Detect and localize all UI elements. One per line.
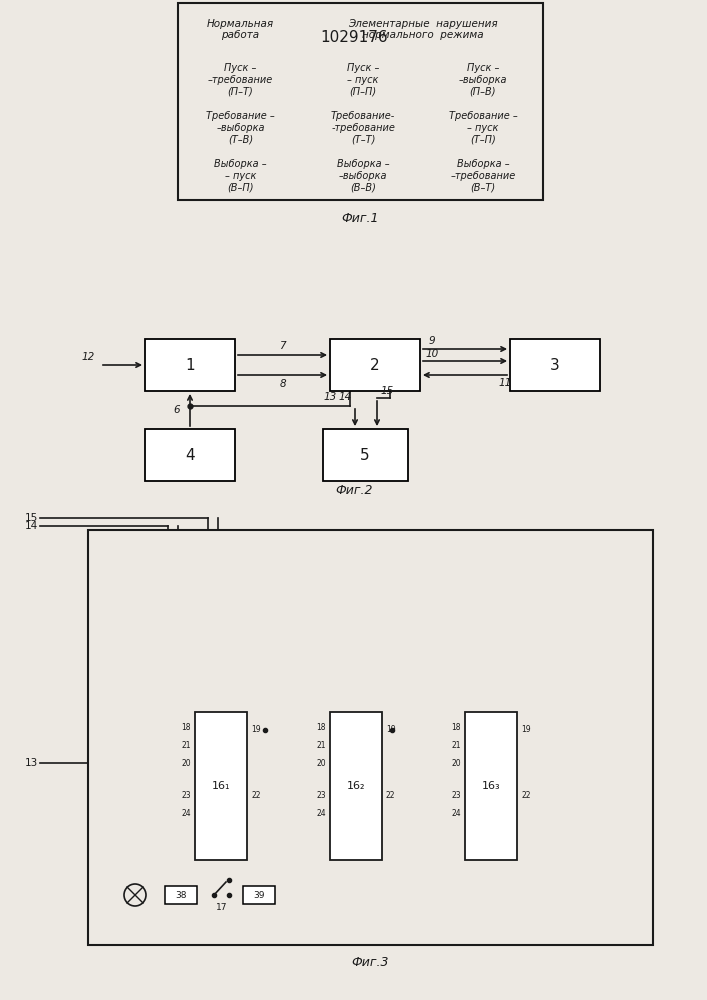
Bar [510,339,600,391]
Text: 10: 10 [426,349,438,359]
Text: Выборка –
–требование
(В–Т): Выборка – –требование (В–Т) [450,159,515,193]
Text: Выборка –
– пуск
(В–П): Выборка – – пуск (В–П) [214,159,267,193]
Bar [145,339,235,391]
Text: 9: 9 [428,336,436,346]
Text: 12: 12 [82,352,95,362]
Text: 21: 21 [182,740,191,750]
Text: 23: 23 [182,790,191,800]
Bar [178,3,543,200]
Text: Пуск –
–выборка
(П–В): Пуск – –выборка (П–В) [459,63,507,97]
Text: 18: 18 [452,722,461,732]
Text: 1: 1 [185,358,195,372]
Bar [322,429,407,481]
Text: 21: 21 [317,740,326,750]
Text: Требование –
–выборка
(Т–В): Требование – –выборка (Т–В) [206,111,275,145]
Text: 6: 6 [173,405,180,415]
Text: 3: 3 [550,358,560,372]
Text: 38: 38 [175,890,187,900]
Text: 14: 14 [339,392,352,402]
Text: Фиг.3: Фиг.3 [352,956,390,970]
Text: 7: 7 [279,341,286,351]
Text: 19: 19 [251,726,261,734]
Bar [145,429,235,481]
Bar [88,530,653,945]
Text: 15: 15 [25,513,38,523]
Text: 8: 8 [279,379,286,389]
Text: Элементарные  нарушения
нормального  режима: Элементарные нарушения нормального режим… [348,19,498,40]
Text: 17: 17 [216,902,228,912]
Text: 22: 22 [251,790,260,800]
Text: Фиг.1: Фиг.1 [341,212,379,225]
Text: 16₃: 16₃ [481,781,501,791]
Text: 20: 20 [451,758,461,768]
Text: Пуск –
– пуск
(П–П): Пуск – – пуск (П–П) [347,63,379,97]
Text: 13: 13 [323,392,337,402]
Text: 24: 24 [451,808,461,818]
Text: 2: 2 [370,358,380,372]
Text: 20: 20 [182,758,191,768]
Text: 18: 18 [182,722,191,732]
Text: Выборка –
–выборка
(В–В): Выборка – –выборка (В–В) [337,159,390,193]
Bar [243,886,275,904]
Text: 16₁: 16₁ [212,781,230,791]
Text: 16₂: 16₂ [346,781,366,791]
Text: Нормальная
работа: Нормальная работа [207,19,274,40]
Text: 39: 39 [253,890,264,900]
Text: Фиг.2: Фиг.2 [335,484,373,496]
Text: Требование-
-требование
(Т–Т): Требование- -требование (Т–Т) [331,111,395,145]
Text: 20: 20 [316,758,326,768]
Text: 1029176: 1029176 [320,29,388,44]
Text: 22: 22 [521,790,530,800]
Text: 23: 23 [316,790,326,800]
Text: 5: 5 [360,448,370,462]
Bar [330,712,382,860]
Text: 14: 14 [25,521,38,531]
Text: 18: 18 [317,722,326,732]
Text: 4: 4 [185,448,195,462]
Bar [195,712,247,860]
Text: 21: 21 [452,740,461,750]
Text: 13: 13 [25,758,38,768]
Bar [165,886,197,904]
Text: 22: 22 [386,790,395,800]
Text: 19: 19 [386,726,396,734]
Text: 15: 15 [380,386,394,396]
Text: Пуск –
–требование
(П–Т): Пуск – –требование (П–Т) [208,63,273,97]
Text: 24: 24 [182,808,191,818]
Text: 11: 11 [498,378,512,388]
Bar [465,712,517,860]
Text: 19: 19 [521,726,531,734]
Text: 23: 23 [451,790,461,800]
Bar [330,339,420,391]
Text: Требование –
– пуск
(Т–П): Требование – – пуск (Т–П) [449,111,518,145]
Text: 24: 24 [316,808,326,818]
